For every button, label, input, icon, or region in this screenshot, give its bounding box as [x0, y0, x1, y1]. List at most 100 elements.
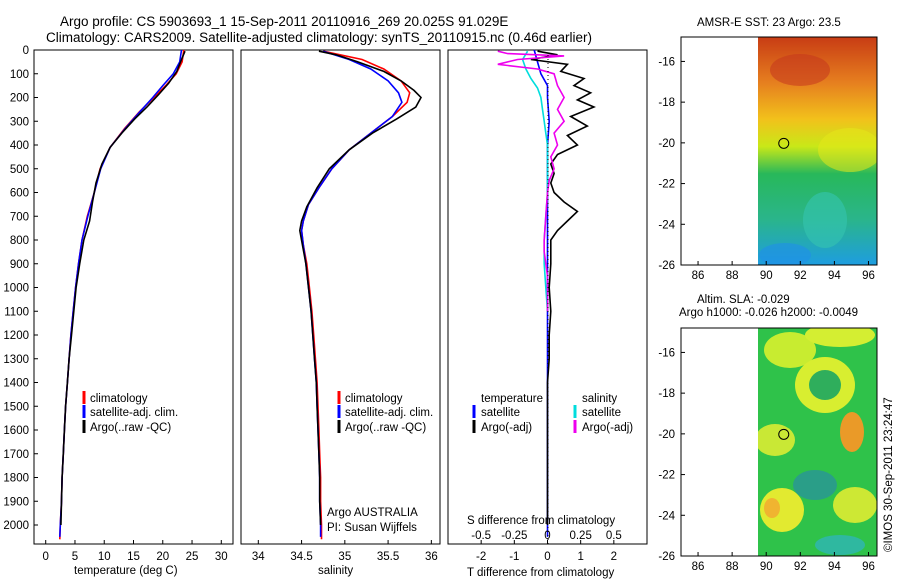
map-y-tick-label: -16 — [658, 347, 675, 359]
salinity-annotation-line1: Argo AUSTRALIA — [327, 507, 418, 519]
x-tick-label: 10 — [98, 551, 111, 563]
depth-tick-label: 1800 — [3, 473, 29, 485]
x-tick-label: 5 — [72, 551, 78, 563]
sst-field-yellow-patch — [818, 128, 877, 172]
sst-field-cool-patch-2 — [759, 243, 811, 265]
x-tick-label: 0 — [544, 551, 550, 563]
legend-heading-salinity: salinity — [582, 393, 617, 405]
legend-label-argo: Argo(..raw -QC) — [90, 422, 171, 434]
salinity-axis-ticks: 34 34.5 35 35.5 36 — [252, 540, 438, 563]
figure-title-line1: Argo profile: CS 5903693_1 15-Sep-2011 2… — [60, 14, 508, 29]
depth-tick-label: 1900 — [3, 496, 29, 508]
temperature-xlabel: temperature (deg C) — [74, 565, 178, 577]
map-x-tick-label: 96 — [862, 270, 875, 282]
map-y-tick-label: -26 — [658, 551, 675, 563]
map-x-tick-label: 94 — [828, 561, 841, 573]
figure-title-line2: Climatology: CARS2009. Satellite-adjuste… — [46, 30, 592, 45]
series-line-satellite-adj-clim- — [59, 49, 183, 537]
series-line-climatology — [59, 49, 185, 540]
salinity-plot-frame — [240, 49, 441, 545]
map-x-tick-label: 88 — [726, 270, 739, 282]
map-x-tick-label: 90 — [760, 270, 773, 282]
s-difference-label: S difference from climatology — [467, 515, 615, 527]
sst-field-warm-patch — [770, 54, 830, 86]
legend-label-temperature-satellite: satellite — [481, 407, 520, 419]
sla-map-title-line1: Altim. SLA: -0.029 — [697, 294, 790, 306]
sla-map-panel: Altim. SLA: -0.029 Argo h1000: -0.026 h2… — [658, 294, 878, 573]
map-y-tick-label: -20 — [658, 429, 675, 441]
map-x-tick-label: 92 — [794, 270, 807, 282]
sla-map-frame — [680, 327, 878, 557]
s-difference-tick-labels: -0.5 -0.25 0 0.25 0.5 — [471, 530, 622, 542]
legend-label-temperature-argo: Argo(-adj) — [481, 422, 532, 434]
sla-field-yellow-band-5 — [833, 487, 877, 523]
legend-label-satellite: satellite-adj. clim. — [345, 407, 433, 419]
legend-label-climatology: climatology — [90, 393, 148, 405]
salinity-annotation-line2: PI: Susan Wijffels — [327, 522, 417, 534]
x-tick-label: 15 — [127, 551, 140, 563]
argo-float-marker-sst — [778, 137, 790, 149]
depth-tick-label: 200 — [10, 93, 29, 105]
depth-tick-label: 1300 — [3, 354, 29, 366]
x-tick-label: 34.5 — [290, 551, 312, 563]
legend-label-salinity-argo: Argo(-adj) — [582, 422, 633, 434]
legend-label-argo: Argo(..raw -QC) — [345, 422, 426, 434]
x-tick-label: -2 — [476, 551, 486, 563]
depth-tick-label: 900 — [10, 259, 29, 271]
legend-label-satellite: satellite-adj. clim. — [90, 407, 178, 419]
map-y-tick-label: -22 — [658, 470, 675, 482]
legend-label-climatology: climatology — [345, 393, 403, 405]
map-y-tick-label: -26 — [658, 260, 675, 272]
difference-legend-salinity: salinity satellite Argo(-adj) — [573, 393, 633, 434]
sla-field-warm-spot — [840, 412, 864, 452]
temperature-panel: 0100200300400500600700800900100011001200… — [3, 45, 234, 577]
depth-tick-label: 400 — [10, 140, 29, 152]
map-x-tick-label: 96 — [862, 561, 875, 573]
map-y-tick-label: -16 — [658, 56, 675, 68]
depth-tick-label: 700 — [10, 211, 29, 223]
series-line-argo-raw-qc- — [298, 50, 422, 526]
depth-tick-label: 1200 — [3, 330, 29, 342]
map-x-tick-label: 90 — [760, 561, 773, 573]
map-x-tick-label: 86 — [692, 561, 705, 573]
difference-xlabel: T difference from climatology — [467, 567, 614, 579]
map-x-tick-label: 94 — [828, 270, 841, 282]
map-y-tick-label: -24 — [658, 219, 675, 231]
series-line-temperature-argo-adj- — [530, 50, 596, 525]
difference-axis-ticks: -2 -1 0 1 2 — [476, 540, 617, 563]
depth-tick-label: 300 — [10, 116, 29, 128]
depth-tick-label: 1600 — [3, 425, 29, 437]
depth-tick-label: 1400 — [3, 378, 29, 390]
sla-field-blue-patch — [793, 470, 837, 500]
sla-map-title-line2: Argo h1000: -0.026 h2000: -0.0049 — [679, 307, 858, 319]
sla-map-ticks: 86 88 90 92 94 96 -16 -18 -20 -22 -24 -26 — [658, 347, 875, 573]
depth-tick-label: 800 — [10, 235, 29, 247]
difference-legend-temperature: temperature satellite Argo(-adj) — [472, 393, 543, 434]
sst-field — [758, 37, 877, 265]
depth-axis-ticks: 0 100 200 300 400 500 600 700 800 900 1000 1100 1200… — [3, 45, 38, 532]
legend-heading-temperature: temperature — [481, 393, 543, 405]
temperature-axis-ticks: 0 5 10 15 20 25 30 — [43, 540, 228, 563]
x-tick-label: 35.5 — [377, 551, 399, 563]
x-tick-label: 36 — [425, 551, 438, 563]
sla-field-yellow-band-3 — [758, 424, 795, 456]
x-tick-label: 1 — [577, 551, 583, 563]
sst-map-panel: AMSR-E SST: 23 Argo: 23.5 86 88 90 92 94 96 -1… — [658, 17, 878, 282]
salinity-panel: 34 34.5 35 35.5 36 climatology satellite-adj… — [240, 49, 441, 577]
map-x-tick-label: 86 — [692, 270, 705, 282]
x-tick-label: 0 — [43, 551, 49, 563]
s-tick-label: -0.5 — [471, 530, 491, 542]
series-line-salinity-argo-adj- — [497, 50, 566, 312]
depth-tick-label: 1700 — [3, 449, 29, 461]
sst-map-title: AMSR-E SST: 23 Argo: 23.5 — [697, 17, 841, 29]
s-tick-label: -0.25 — [501, 530, 527, 542]
series-line-salinity-satellite — [521, 50, 549, 312]
temperature-series — [59, 49, 186, 540]
argo-float-marker-sla — [778, 428, 790, 440]
salinity-xlabel: salinity — [318, 565, 353, 577]
s-tick-label: 0.5 — [606, 530, 622, 542]
legend-label-salinity-satellite: satellite — [582, 407, 621, 419]
depth-tick-label: 0 — [23, 45, 29, 57]
x-tick-label: 20 — [156, 551, 169, 563]
